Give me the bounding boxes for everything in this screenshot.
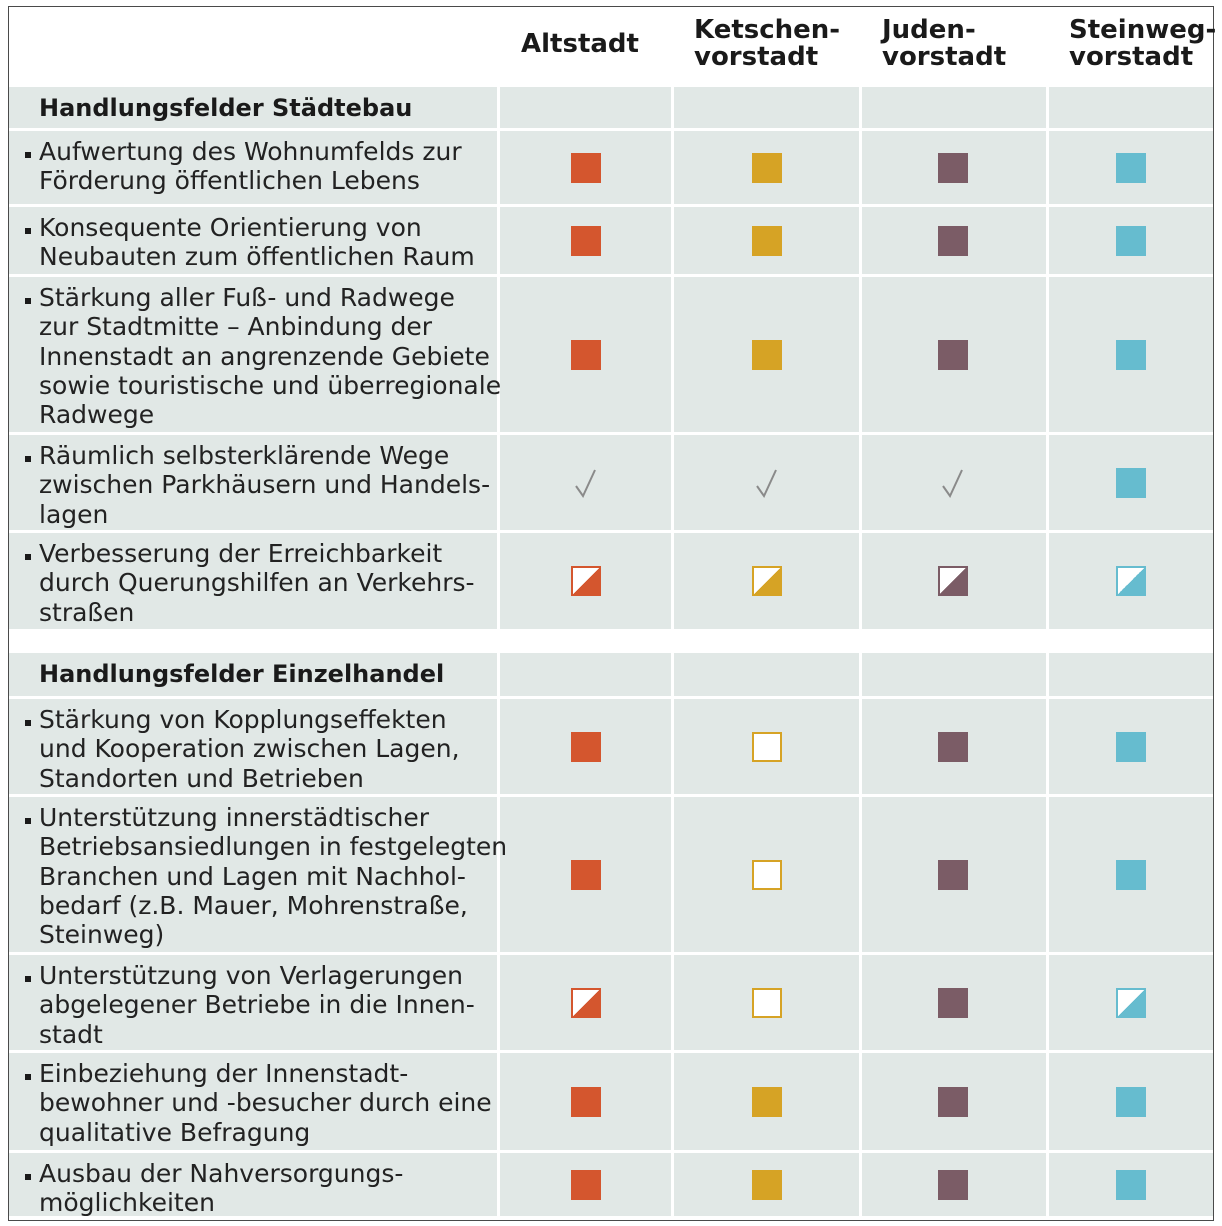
table-cell <box>500 435 671 530</box>
table-cell <box>9 1153 497 1216</box>
bullet-icon <box>25 298 31 304</box>
section-2-title-cell <box>862 653 1046 696</box>
table-cell <box>9 955 497 1050</box>
section-1-title-cell <box>862 87 1046 128</box>
bullet-icon <box>25 720 31 726</box>
bullet-icon <box>25 1074 31 1080</box>
column-header-ketschenvorstadt: Ketschen- vorstadt <box>694 15 841 72</box>
section-1-title-cell <box>1049 87 1213 128</box>
judenvorstadt-full-square <box>938 1170 968 1200</box>
bullet-icon <box>25 1174 31 1180</box>
bullet-icon <box>25 554 31 560</box>
section-2-title-cell <box>500 653 671 696</box>
ketschenvorstadt-empty-square <box>752 860 782 890</box>
section-2-title-cell <box>674 653 859 696</box>
row-label: Stärkung von Kopplungseffekten und Koope… <box>39 705 460 793</box>
bullet-icon <box>25 976 31 982</box>
table-cell <box>9 797 497 952</box>
altstadt-full-square <box>571 153 601 183</box>
steinwegvorstadt-half-square <box>1116 988 1146 1018</box>
judenvorstadt-full-square <box>938 340 968 370</box>
table-cell <box>9 131 497 204</box>
row-label: Verbesserung der Erreichbarkeit durch Qu… <box>39 539 475 627</box>
steinwegvorstadt-full-square <box>1116 1087 1146 1117</box>
steinwegvorstadt-full-square <box>1116 1170 1146 1200</box>
ketschenvorstadt-full-square <box>752 1087 782 1117</box>
section-2-title-cell <box>1049 653 1213 696</box>
table-cell <box>9 1053 497 1150</box>
table-cell <box>9 699 497 794</box>
row-label: Stärkung aller Fuß- und Radwege zur Stad… <box>39 283 502 430</box>
table-cell <box>674 435 859 530</box>
altstadt-full-square <box>571 732 601 762</box>
bullet-icon <box>25 456 31 462</box>
altstadt-full-square <box>571 860 601 890</box>
measures-table: Altstadt Ketschen- vorstadt Juden- vorstad… <box>8 6 1217 1221</box>
steinwegvorstadt-full-square <box>1116 732 1146 762</box>
altstadt-full-square <box>571 1170 601 1200</box>
column-header-altstadt: Altstadt <box>521 29 639 59</box>
column-header-steinwegvorstadt: Steinweg- vorstadt <box>1069 15 1217 72</box>
row-label: Unterstützung innerstädtischer Betriebsa… <box>39 803 508 950</box>
ketschenvorstadt-half-square <box>752 566 782 596</box>
judenvorstadt-full-square <box>938 226 968 256</box>
column-header-judenvorstadt: Juden- vorstadt <box>882 15 1007 72</box>
altstadt-check-icon <box>575 469 596 498</box>
table-cell <box>9 207 497 274</box>
bullet-icon <box>25 152 31 158</box>
ketschenvorstadt-empty-square <box>752 732 782 762</box>
steinwegvorstadt-full-square <box>1116 468 1146 498</box>
altstadt-full-square <box>571 226 601 256</box>
steinwegvorstadt-full-square <box>1116 226 1146 256</box>
row-label: Ausbau der Nahversorgungs- möglichkeiten <box>39 1159 404 1218</box>
judenvorstadt-full-square <box>938 988 968 1018</box>
row-label: Einbeziehung der Innenstadt- bewohner un… <box>39 1059 492 1147</box>
row-label: Unterstützung von Verlagerungen abgelege… <box>39 961 475 1049</box>
judenvorstadt-full-square <box>938 1087 968 1117</box>
section-title: Handlungsfelder Städtebau <box>39 94 413 122</box>
altstadt-full-square <box>571 340 601 370</box>
table-cell <box>9 277 497 432</box>
ketschenvorstadt-full-square <box>752 1170 782 1200</box>
section-1-title-cell <box>500 87 671 128</box>
row-label: Konsequente Orientierung von Neubauten z… <box>39 213 475 272</box>
bullet-icon <box>25 228 31 234</box>
altstadt-half-square <box>571 566 601 596</box>
ketschenvorstadt-check-icon <box>756 469 777 498</box>
judenvorstadt-half-square <box>938 566 968 596</box>
table-cell <box>9 435 497 530</box>
judenvorstadt-full-square <box>938 732 968 762</box>
section-1-title-cell <box>9 87 497 128</box>
row-label: Räumlich selbsterklärende Wege zwischen … <box>39 441 491 529</box>
judenvorstadt-full-square <box>938 860 968 890</box>
steinwegvorstadt-full-square <box>1116 153 1146 183</box>
ketschenvorstadt-full-square <box>752 340 782 370</box>
steinwegvorstadt-half-square <box>1116 566 1146 596</box>
altstadt-half-square <box>571 988 601 1018</box>
steinwegvorstadt-full-square <box>1116 340 1146 370</box>
ketschenvorstadt-full-square <box>752 153 782 183</box>
table-cell <box>862 435 1046 530</box>
section-2-title-cell <box>9 653 497 696</box>
ketschenvorstadt-empty-square <box>752 988 782 1018</box>
judenvorstadt-full-square <box>938 153 968 183</box>
ketschenvorstadt-full-square <box>752 226 782 256</box>
table-cell <box>9 533 497 629</box>
bullet-icon <box>25 818 31 824</box>
section-title: Handlungsfelder Einzelhandel <box>39 660 445 688</box>
altstadt-full-square <box>571 1087 601 1117</box>
steinwegvorstadt-full-square <box>1116 860 1146 890</box>
row-label: Aufwertung des Wohnumfelds zur Förderung… <box>39 137 462 196</box>
judenvorstadt-check-icon <box>942 469 963 498</box>
section-1-title-cell <box>674 87 859 128</box>
